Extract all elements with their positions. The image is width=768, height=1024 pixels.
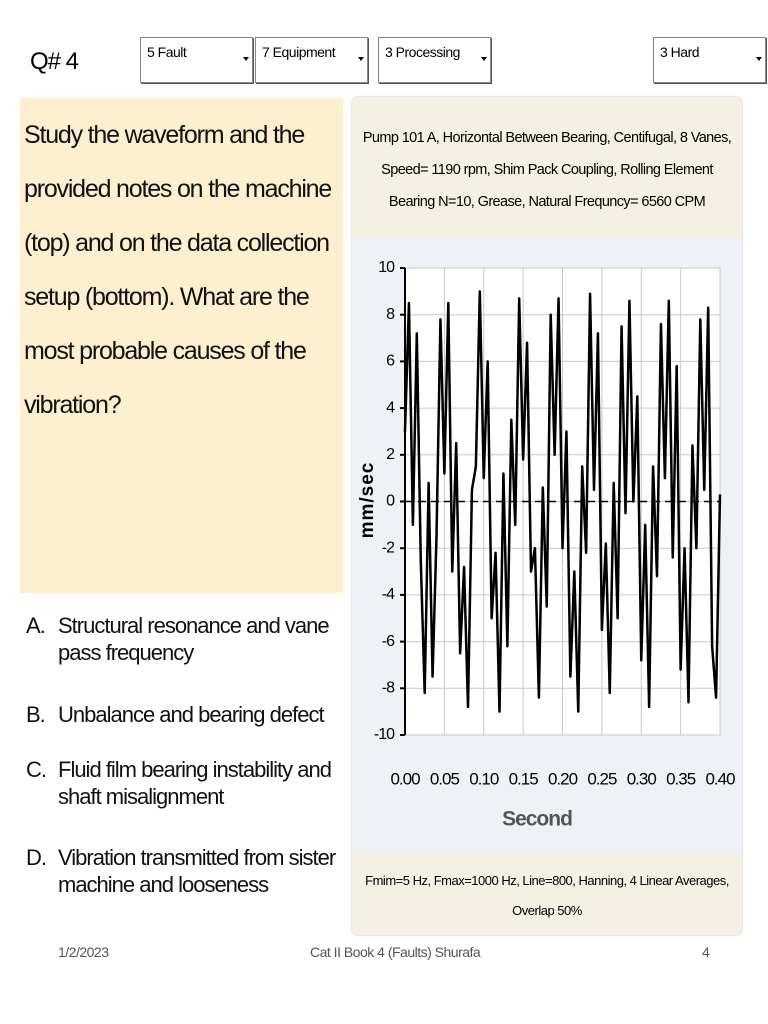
dropdown[interactable]: 3 Hard	[653, 37, 766, 83]
chart: Second mm/sec 0.00 0.05 0.10 0.15 0.20 0.25 0.…	[352, 237, 742, 851]
option-letter: B.	[26, 702, 46, 727]
question-box	[20, 98, 343, 593]
page-number: 4	[702, 944, 710, 960]
dropdown[interactable]: 5 Fault	[140, 37, 253, 83]
option[interactable]: B. Unbalance and bearing defect	[26, 701, 346, 728]
footer-date: 1/2/2023	[58, 944, 109, 960]
x-tick-label: 0.35	[666, 769, 696, 788]
option[interactable]: C. Fluid film bearing instability and sha…	[26, 756, 346, 810]
x-tick-label: 0.25	[587, 769, 617, 788]
y-tick-label: 10	[378, 259, 395, 276]
x-tick-label: 0.05	[430, 769, 460, 788]
y-tick-label: -8	[382, 680, 395, 697]
option-text: Unbalance and bearing defect	[58, 702, 325, 727]
y-tick-label: 8	[386, 306, 395, 323]
y-tick-label: 4	[386, 399, 395, 416]
option-text: Vibration transmitted from sister machin…	[58, 845, 336, 897]
x-tick-label: 0.30	[627, 769, 657, 788]
x-tick-label: 0.40	[705, 769, 735, 788]
option[interactable]: A. Structural resonance and vane pass fre…	[26, 612, 346, 666]
dropdown[interactable]: 3 Processing	[378, 37, 491, 83]
option-text: Structural resonance and vane pass frequ…	[58, 613, 330, 665]
question-number: Q# 4	[30, 48, 79, 75]
y-tick-label: -10	[374, 726, 395, 743]
y-tick-label: 0	[386, 493, 395, 510]
y-axis-label: mm/sec	[357, 462, 378, 539]
dropdown[interactable]: 7 Equipment	[255, 37, 368, 83]
x-tick-label: 0.00	[390, 769, 420, 788]
y-tick-label: -4	[382, 586, 395, 603]
chart-footnote: Fmim=5 Hz, Fmax=1000 Hz, Line=800, Hanni…	[365, 873, 729, 918]
y-tick-label: -6	[382, 633, 395, 650]
chart-title: Pump 101 A, Horizontal Between Bearing, …	[362, 130, 732, 210]
footer-title: Cat II Book 4 (Faults) Shurafa	[310, 944, 481, 960]
x-tick-label: 0.10	[469, 769, 499, 788]
question-text: Study the waveform and the provided note…	[24, 121, 332, 419]
y-tick-label: 2	[386, 446, 395, 463]
x-axis-label: Second	[502, 808, 572, 831]
x-tick-label: 0.15	[509, 769, 539, 788]
y-tick-label: -2	[382, 539, 395, 556]
option-letter: C.	[26, 757, 47, 782]
option-text: Fluid film bearing instability and shaft…	[58, 757, 332, 809]
x-tick-label: 0.20	[548, 769, 578, 788]
option-letter: D.	[26, 845, 47, 870]
option[interactable]: D. Vibration transmitted from sister mach…	[26, 844, 346, 898]
y-tick-label: 6	[386, 353, 395, 370]
option-letter: A.	[26, 613, 46, 638]
waveform	[403, 290, 722, 713]
